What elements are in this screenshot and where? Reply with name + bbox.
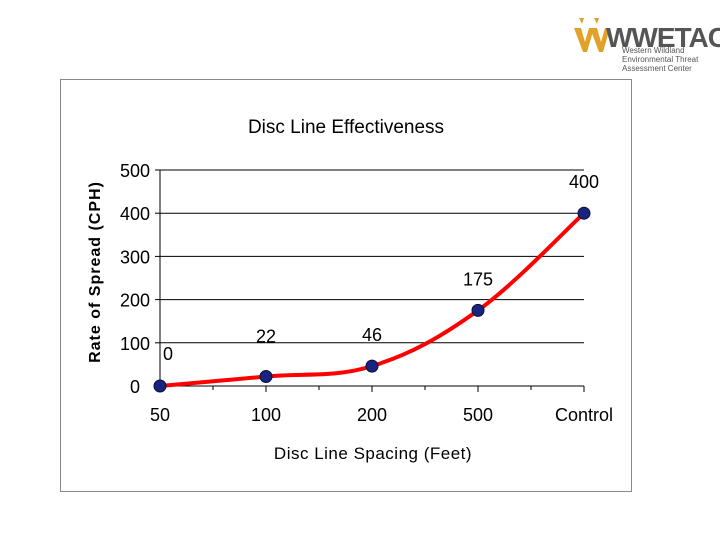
- y-tick-label: 300: [120, 247, 150, 267]
- chart-frame: [60, 79, 632, 492]
- x-tick-label: 500: [463, 405, 493, 425]
- data-label: 400: [569, 172, 599, 192]
- y-tick-label: 200: [120, 291, 150, 311]
- data-label: 22: [256, 326, 276, 346]
- y-tick-label: 0: [130, 377, 140, 397]
- chart-title: Disc Line Effectiveness: [248, 117, 444, 138]
- x-tick-label: Control: [555, 405, 613, 425]
- x-axis-label: Disc Line Spacing (Feet): [274, 444, 472, 463]
- logo-subtitle-line: Western Wildland: [622, 46, 685, 55]
- logo-flame-mark: [574, 18, 610, 52]
- wwetac-logo: WWETAC Western Wildland Environmental Th…: [572, 14, 720, 76]
- logo-name: WWETAC: [606, 22, 720, 53]
- data-point: [471, 303, 485, 317]
- logo-subtitle: Western Wildland Environmental Threat As…: [622, 46, 698, 73]
- data-label: 46: [362, 325, 382, 345]
- y-axis-label: Rate of Spread (CPH): [87, 181, 104, 363]
- data-label: 0: [163, 344, 173, 364]
- data-label: 175: [463, 269, 493, 289]
- x-tick-label: 200: [357, 405, 387, 425]
- y-tick-label: 500: [120, 161, 150, 181]
- x-tick-label: 100: [251, 405, 281, 425]
- data-point: [259, 369, 273, 383]
- y-tick-label: 400: [120, 204, 150, 224]
- logo-subtitle-line: Assessment Center: [622, 64, 692, 73]
- y-tick-label: 100: [120, 334, 150, 354]
- x-tick-label: 50: [150, 405, 170, 425]
- data-point: [365, 359, 379, 373]
- data-point: [577, 206, 591, 220]
- data-point: [153, 379, 167, 393]
- logo-subtitle-line: Environmental Threat: [622, 55, 699, 64]
